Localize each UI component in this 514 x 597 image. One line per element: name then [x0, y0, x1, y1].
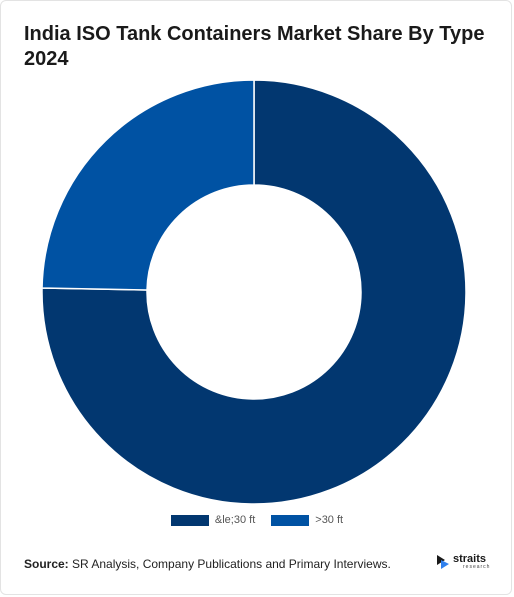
source-text: SR Analysis, Company Publications and Pr…	[68, 557, 391, 571]
donut-slice-le30ft[interactable]	[41, 79, 467, 505]
straits-logo: straits research	[436, 551, 496, 573]
legend-item-le30ft[interactable]: &le;30 ft	[170, 514, 256, 526]
legend: &le;30 ft >30 ft	[0, 514, 514, 526]
source-label: Source:	[24, 557, 69, 571]
legend-swatch-gt30ft	[271, 514, 310, 526]
legend-item-gt30ft[interactable]: >30 ft	[271, 514, 343, 526]
legend-swatch-le30ft	[170, 514, 209, 526]
donut-slice-gt30ft[interactable]	[41, 79, 255, 291]
legend-label-le30ft: &le;30 ft	[214, 514, 256, 526]
source-note: Source: SR Analysis, Company Publication…	[24, 557, 391, 571]
legend-label-gt30ft: >30 ft	[315, 514, 344, 526]
straits-logo-icon	[437, 555, 449, 569]
chart-title: India ISO Tank Containers Market Share B…	[24, 23, 485, 70]
logo-subtext: research	[463, 564, 491, 570]
logo-wordmark: straits	[453, 553, 487, 565]
